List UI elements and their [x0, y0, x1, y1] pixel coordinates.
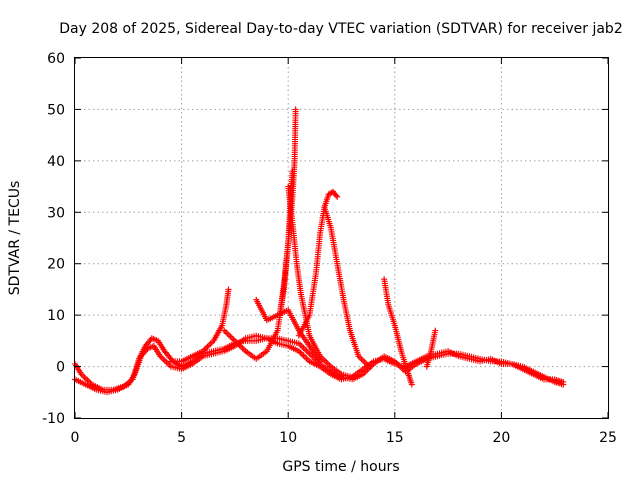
- data-point: [560, 379, 567, 385]
- data-markers: [72, 106, 567, 396]
- series-bump-1: [253, 296, 324, 365]
- y-tick-label: 30: [47, 205, 65, 221]
- data-point: [317, 358, 324, 365]
- y-tick-label: -10: [42, 411, 65, 427]
- y-tick-label: 0: [56, 360, 65, 376]
- data-point: [432, 327, 439, 334]
- series-peak-1: [167, 286, 232, 365]
- x-tick-label: 5: [177, 430, 186, 446]
- y-axis-label: SDTVAR / TECUs: [7, 181, 23, 296]
- y-tick-label: 60: [47, 51, 65, 67]
- data-point: [292, 106, 299, 113]
- data-point: [349, 373, 356, 380]
- x-tick-label: 20: [492, 430, 510, 446]
- series-track-2: [72, 332, 567, 396]
- x-tick-label: 25: [599, 430, 617, 446]
- series-peak-7: [381, 276, 415, 388]
- data-point: [333, 192, 340, 199]
- y-tick-label: 20: [47, 257, 65, 273]
- x-tick-label: 15: [386, 430, 404, 446]
- y-tick-label: 50: [47, 102, 65, 118]
- plot-frame: [74, 57, 609, 419]
- x-axis-label: GPS time / hours: [282, 459, 399, 475]
- y-tick-label: 40: [47, 154, 65, 170]
- data-point: [225, 286, 232, 293]
- data-point: [334, 193, 341, 200]
- x-tick-label: 10: [279, 430, 297, 446]
- series-blip-1: [423, 327, 439, 370]
- series-peak-6: [321, 204, 373, 370]
- data-point: [408, 381, 415, 388]
- x-tick-label: 0: [71, 430, 80, 446]
- chart-title: Day 208 of 2025, Sidereal Day-to-day VTE…: [59, 21, 622, 37]
- axes: 0 5 10 15 20 25 -10 0 10 20 30 40 50 60: [42, 51, 617, 446]
- y-tick-label: 10: [47, 308, 65, 324]
- data-point: [366, 363, 373, 370]
